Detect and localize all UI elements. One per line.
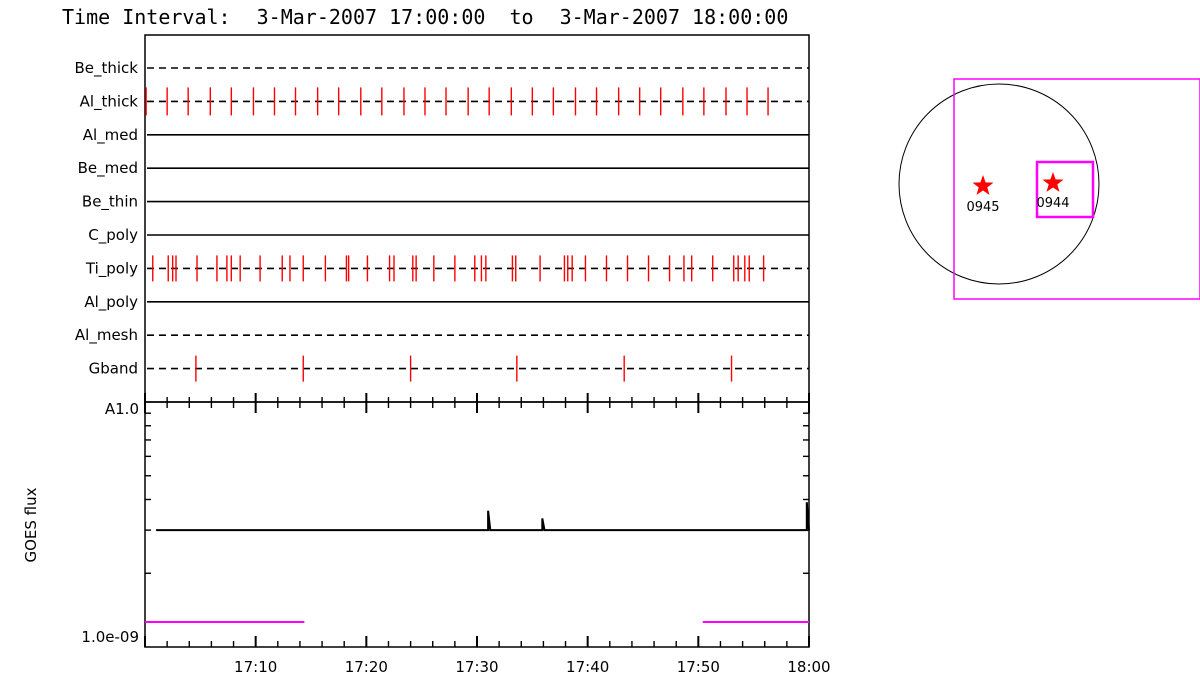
xtick-label: 17:50 (677, 658, 720, 676)
field-of-view-box (953, 78, 1200, 300)
goes-flux-line (156, 502, 810, 532)
timeline-row: Ti_poly (85, 255, 809, 282)
timeline-row: Be_med (78, 159, 809, 178)
xtick-label: 17:10 (234, 658, 277, 676)
goes-ytick-bottom: 1.0e-09 (81, 628, 139, 646)
region-label: 0945 (966, 200, 999, 215)
filter-timeline-panel: Be_thick Al_thick Al_med Be_med Be_thin C_pol… (74, 34, 810, 403)
time-interval-title: Time Interval: 3-Mar-2007 17:00:00 to 3-… (62, 5, 788, 29)
timeline-row: Be_thin (82, 193, 809, 212)
timeline-row-label: Al_med (83, 126, 138, 145)
timeline-row: Al_med (83, 126, 809, 145)
solar-disk (898, 83, 1100, 285)
timeline-row-label: Be_med (78, 159, 138, 178)
timeline-row-label: Be_thin (82, 193, 138, 212)
star-icon (972, 175, 994, 195)
goes-ytick-top: A1.0 (105, 400, 139, 418)
title-end: 3-Mar-2007 18:00:00 (560, 5, 789, 29)
timeline-frame (144, 34, 810, 403)
goes-ylabel: GOES flux (22, 487, 40, 562)
timeline-row: Al_poly (84, 293, 809, 312)
goes-frame (144, 401, 810, 648)
xtick-label: 18:00 (787, 658, 830, 676)
solar-map: 0945 0944 (898, 78, 1200, 300)
goes-axis-ticks (144, 393, 810, 647)
timeline-row-label: Ti_poly (85, 259, 138, 278)
xtick-label: 17:20 (345, 658, 388, 676)
timeline-row: Be_thick (74, 59, 809, 78)
timeline-row: Al_mesh (75, 326, 809, 345)
region-marker-0945: 0945 (966, 175, 1000, 215)
goes-series (145, 502, 810, 623)
goes-xtick-labels: 17:10 17:20 17:30 17:40 17:50 18:00 (234, 658, 831, 676)
timeline-row-label: Gband (89, 360, 138, 378)
title-prefix: Time Interval: (62, 5, 231, 29)
timeline-row-label: Al_mesh (75, 326, 138, 345)
title-start: 3-Mar-2007 17:00:00 (257, 5, 486, 29)
timeline-rows: Be_thick Al_thick Al_med Be_med Be_thin C_pol… (74, 59, 809, 382)
timeline-row-label: Be_thick (74, 59, 138, 78)
timeline-row: C_poly (88, 226, 809, 245)
region-label: 0944 (1036, 196, 1069, 211)
region-box (1035, 160, 1095, 219)
title-joiner: to (509, 5, 533, 29)
timeline-row-label: Al_thick (80, 92, 139, 111)
timeline-row: Al_thick (80, 87, 809, 116)
region-marker-0944: 0944 (1036, 172, 1070, 211)
goes-flux-panel: A1.0 1.0e-09 GOES flux 17:10 17:20 17:30 17… (22, 393, 831, 676)
xtick-label: 17:30 (455, 658, 498, 676)
xtick-label: 17:40 (566, 658, 609, 676)
star-icon (1042, 172, 1064, 192)
timeline-row-label: Al_poly (84, 293, 138, 312)
timeline-row-label: C_poly (88, 226, 138, 245)
timeline-row: Gband (89, 355, 809, 382)
